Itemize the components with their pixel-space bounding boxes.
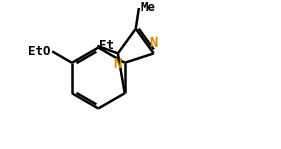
Text: Me: Me — [141, 1, 156, 14]
Text: Et: Et — [99, 39, 114, 52]
Text: EtO: EtO — [28, 45, 50, 58]
Text: N: N — [114, 57, 122, 71]
Text: N: N — [149, 36, 158, 50]
